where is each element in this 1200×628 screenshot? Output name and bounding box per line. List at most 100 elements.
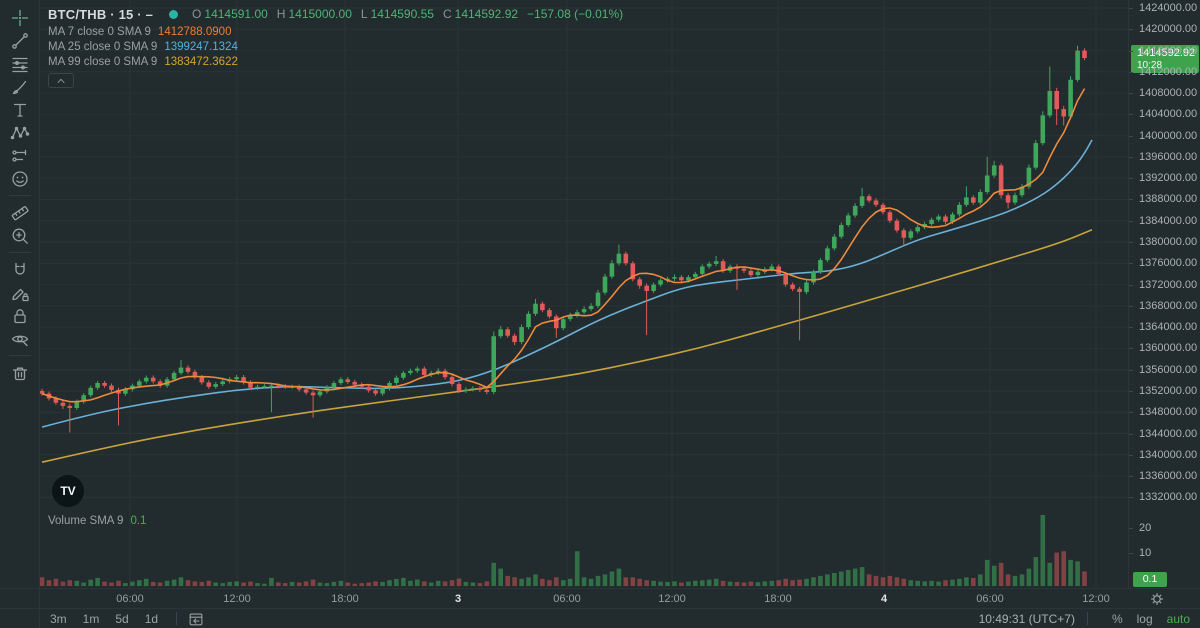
volume-bar [936,581,941,586]
fib-retracement-icon [11,57,28,72]
legend-collapse-button[interactable] [48,73,74,88]
tool-zoom-in[interactable] [5,224,35,247]
clock-timezone[interactable]: 10:49:31 (UTC+7) [978,611,1075,626]
candle [644,285,649,291]
indicator-row-ma3[interactable]: MA 99 close 0 SMA 9 1383472.3622 [48,54,632,68]
candle [338,379,344,383]
footer-right-group: 10:49:31 (UTC+7) % log auto [979,612,1190,626]
volume-bar [505,575,510,587]
tool-hide-all-drawings[interactable] [5,327,35,350]
candle [352,381,357,385]
chart-legend: BTC/THB · 15 · – O 1414591.00 H 1415000.00 L… [48,5,632,88]
candle [421,368,427,375]
volume-bar [922,581,927,586]
volume-bar [811,577,816,586]
range-button-1d[interactable]: 1d [144,611,159,626]
tool-measure[interactable] [5,201,35,224]
bar-countdown: 10:28 [1137,60,1163,71]
tool-text[interactable] [5,98,35,121]
tool-fib-retracement[interactable] [5,52,35,75]
candle [978,192,983,203]
price-axis-label: 1416000.00 [1139,44,1198,57]
ma25-line [41,139,1093,428]
candle [276,385,281,387]
indicator-value: 1412788.0900 [157,26,232,38]
tool-xabcd-pattern[interactable] [5,121,35,144]
current-price-value: 1414592.92 [1137,47,1196,59]
price-axis-label: 1396000.00 [1139,150,1198,163]
candle [442,370,448,378]
scale-button-auto[interactable]: auto [1166,611,1190,626]
indicator-row-ma1[interactable]: MA 7 close 0 SMA 9 1412788.0900 [48,24,632,38]
candle [498,329,503,337]
volume-bar [345,582,351,586]
tool-magnet[interactable] [5,258,35,281]
scale-button-%[interactable]: % [1111,611,1123,626]
ohlc-label: H [276,7,286,21]
candle [554,316,559,329]
price-tick [1129,369,1133,371]
ohlc-value: 1414590.55 [370,7,434,21]
candle [1040,115,1046,144]
indicator-label: MA 7 close 0 SMA 9 [48,26,151,38]
volume-bar [741,582,747,586]
volume-bar [359,583,364,586]
volume-bar [602,574,608,586]
axis-settings-gear-icon[interactable] [1148,590,1166,608]
volume-bar [727,581,733,586]
scale-button-log[interactable]: log [1136,611,1153,626]
tool-remove-all-drawings[interactable] [5,361,35,384]
volume-bar [352,583,357,586]
candle [102,383,107,386]
volume-bar [943,580,948,586]
tradingview-logo[interactable]: TV [52,475,84,507]
volume-bar [255,583,260,586]
volume-bar [137,580,142,586]
symbol-title[interactable]: BTC/THB · 15 · – [48,6,154,22]
range-button-5d[interactable]: 5d [115,611,129,626]
volume-bar [303,581,309,586]
volume-bar [338,580,344,586]
range-button-1m[interactable]: 1m [82,611,100,626]
volume-bar [658,581,663,586]
candle [581,309,587,313]
time-axis[interactable]: 06:00 12:00 18:00 3 06:00 12:00 18:00 4 06:00 12:… [0,588,1200,608]
range-button-3m[interactable]: 3m [50,611,67,626]
xabcd-pattern-icon [10,126,29,139]
candle [345,379,351,382]
tool-forecast[interactable] [5,144,35,167]
price-axis[interactable]: 1414592.92 10:28 0.1 1424000.00 1420000.0… [1128,0,1200,588]
volume-bar [679,582,684,586]
volume-bar [1026,568,1032,586]
volume-bar [394,579,399,586]
tool-brush[interactable] [5,75,35,98]
tool-lock-all-drawings[interactable] [5,304,35,327]
price-tick [1129,29,1133,31]
volume-bar [964,577,969,586]
time-axis-label: 06:00 [116,593,144,605]
volume-legend[interactable]: Volume SMA 9 0.1 [48,513,146,527]
candle [540,303,545,311]
time-axis-label: 4 [880,593,888,605]
volume-bar [1061,551,1066,586]
candle [720,261,726,271]
forecast-icon [11,149,26,162]
candle [804,282,809,293]
go-to-date-button[interactable] [187,610,207,628]
tool-crosshair[interactable] [5,6,35,29]
price-axis-label: 1408000.00 [1139,87,1198,100]
zoom-in-icon [12,228,28,244]
volume-bar [790,580,795,586]
indicator-row-ma2[interactable]: MA 25 close 0 SMA 9 1399247.1324 [48,39,632,53]
candle [192,371,198,378]
volume-bar [241,582,246,586]
range-buttons: 3m 1m 5d 1d [50,612,174,626]
tool-trend-line[interactable] [5,29,35,52]
price-axis-label: 1348000.00 [1139,406,1198,419]
price-axis-label: 1388000.00 [1139,193,1198,206]
tool-emoji[interactable] [5,167,35,190]
price-axis-label: 1412000.00 [1139,65,1198,78]
tool-drawing-mode[interactable] [5,281,35,304]
candle [1005,195,1011,203]
